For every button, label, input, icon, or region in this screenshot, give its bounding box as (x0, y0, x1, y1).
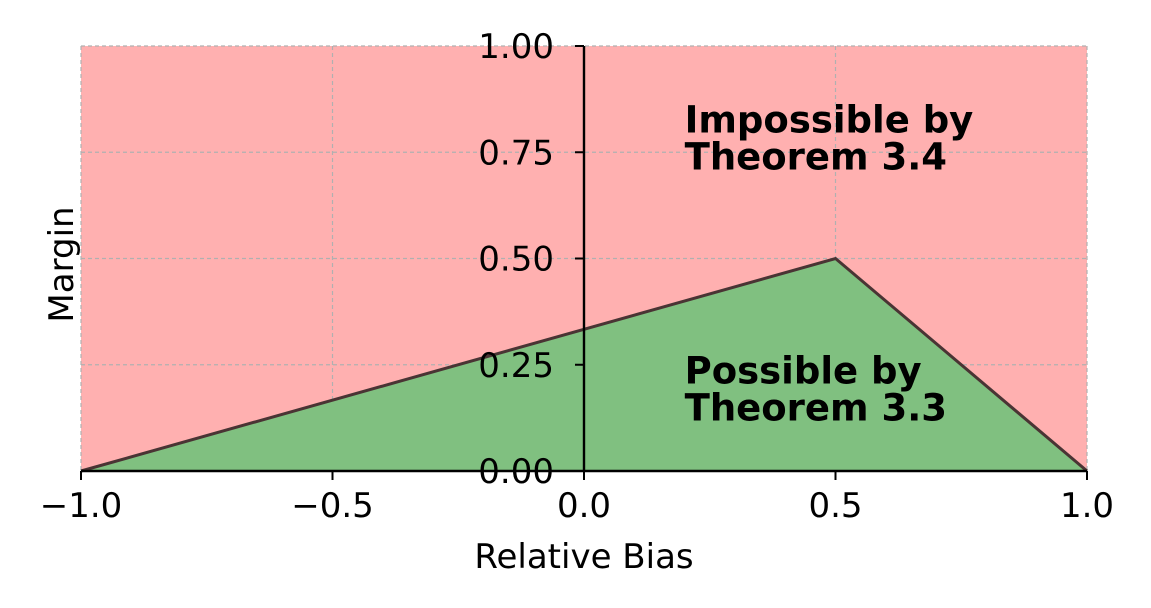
x-axis-label: Relative Bias (474, 537, 693, 577)
x-tick-label: 0.0 (557, 486, 611, 526)
x-tick-label: −0.5 (291, 486, 374, 526)
y-tick-label: 0.25 (478, 346, 554, 386)
boundary-line (80, 256, 1088, 473)
x-tick-label: 0.5 (808, 486, 862, 526)
x-tick-label: −1.0 (40, 486, 123, 526)
y-axis-label: Margin (42, 206, 82, 322)
y-tick-label: 0.75 (478, 133, 554, 173)
y-tick-label: 0.50 (478, 240, 554, 280)
x-tick-label: 1.0 (1060, 486, 1114, 526)
impossible-label-line2: Theorem 3.4 (685, 136, 947, 179)
possible-label-line2: Theorem 3.3 (685, 386, 947, 429)
ticks: −1.0 −0.5 0.0 0.5 1.0 0.00 0.25 0.50 0.75 1.00 (40, 27, 1114, 526)
possible-label-line1: Possible by (685, 349, 922, 392)
y-tick-label: 1.00 (478, 27, 554, 67)
impossible-label-line1: Impossible by (685, 99, 974, 142)
y-tick-label: 0.00 (478, 452, 554, 492)
